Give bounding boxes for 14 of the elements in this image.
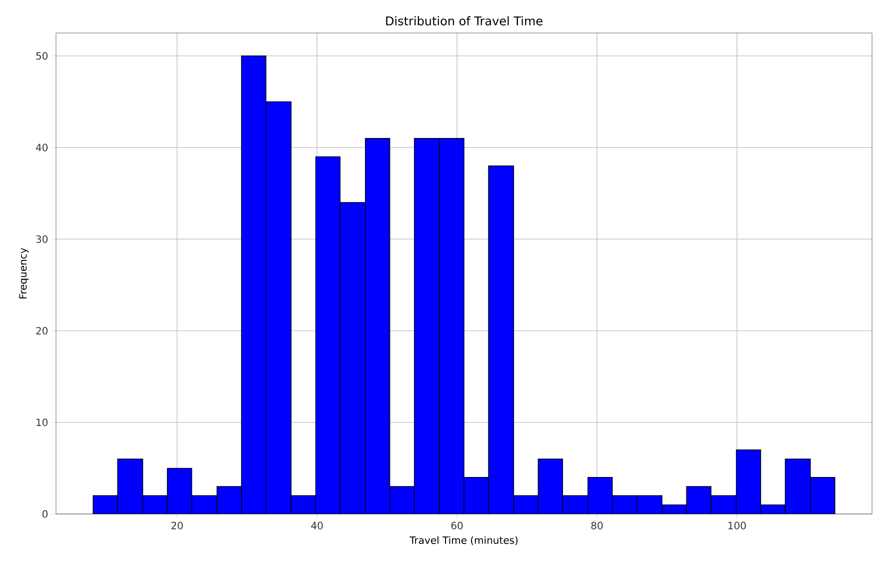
y-tick-label: 10 — [36, 418, 48, 426]
y-tick-label: 30 — [36, 235, 48, 243]
y-tick-label: 0 — [42, 510, 48, 518]
y-tick-label: 40 — [36, 144, 48, 152]
y-tick-label: 20 — [36, 326, 48, 335]
x-tick-label: 60 — [451, 522, 463, 530]
y-tick-label: 50 — [36, 52, 48, 60]
x-tick-label: 40 — [311, 522, 323, 530]
x-tick-label: 100 — [728, 522, 746, 530]
y-axis-title: Frequency — [19, 248, 29, 298]
chart-title: Distribution of Travel Time — [386, 16, 542, 26]
x-tick-label: 20 — [171, 522, 183, 530]
x-axis-title: Travel Time (minutes) — [410, 536, 518, 546]
x-tick-label: 80 — [591, 522, 603, 530]
